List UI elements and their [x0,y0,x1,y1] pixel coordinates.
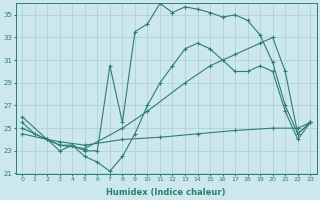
X-axis label: Humidex (Indice chaleur): Humidex (Indice chaleur) [107,188,226,197]
